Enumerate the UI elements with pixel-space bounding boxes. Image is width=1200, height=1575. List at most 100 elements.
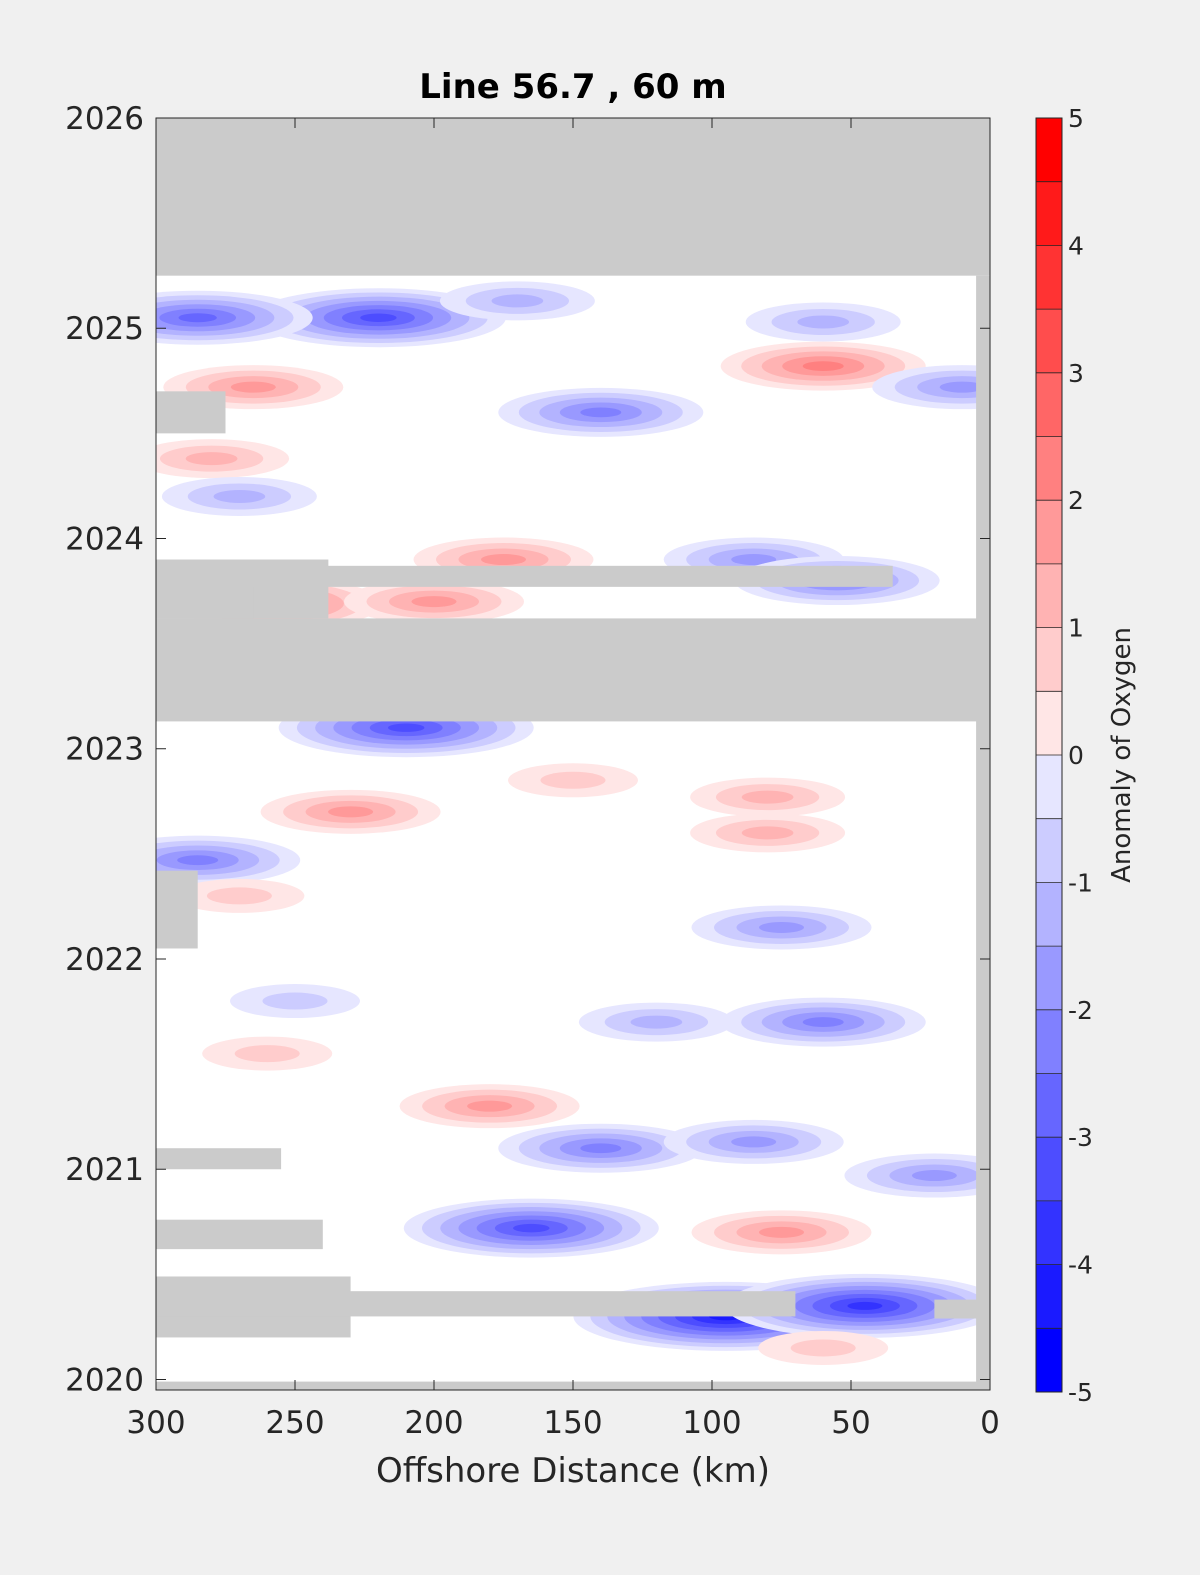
x-tick-label: 50 (831, 1405, 870, 1441)
colorbar-tick-label: 5 (1068, 104, 1084, 133)
colorbar-segment (1036, 1328, 1062, 1393)
anomaly-blob (156, 290, 313, 345)
anomaly-contour (630, 1015, 683, 1029)
anomaly-contour (262, 992, 328, 1010)
anomaly-contour (387, 723, 425, 732)
x-tick-label: 150 (543, 1405, 602, 1441)
colorbar-segment (1036, 1200, 1062, 1266)
x-axis: 300 250 200 150 100 50 0 (126, 118, 1000, 1441)
anomaly-contour (185, 452, 238, 466)
colorbar: 5 4 3 2 1 0 -1 -2 -3 -4 -5 (1035, 104, 1093, 1407)
missing-data-region (156, 1148, 282, 1170)
y-tick-label: 2020 (65, 1362, 144, 1398)
anomaly-contour (230, 381, 276, 393)
anomaly-contour (177, 855, 219, 866)
anomaly-contour (731, 554, 777, 566)
anomaly-contour (206, 887, 272, 905)
y-tick-label: 2023 (65, 732, 144, 768)
colorbar-segment (1036, 627, 1062, 692)
anomaly-blob (498, 387, 704, 437)
colorbar-segment (1036, 309, 1062, 374)
anomaly-contour (234, 1045, 300, 1063)
colorbar-tick-label: 2 (1068, 486, 1084, 515)
anomaly-contour (759, 921, 804, 933)
anomaly-blob (720, 341, 926, 391)
missing-data-region (156, 565, 893, 587)
missing-data-region (156, 870, 198, 949)
chart-title: Line 56.7 , 60 m (419, 67, 726, 107)
anomaly-contour (797, 315, 850, 329)
anomaly-blob (230, 984, 360, 1019)
anomaly-contour (847, 1301, 883, 1310)
x-tick-label: 300 (126, 1405, 185, 1441)
colorbar-segment (1036, 1137, 1062, 1202)
anomaly-blob (344, 579, 524, 624)
anomaly-contour (939, 381, 985, 393)
colorbar-tick-label: 3 (1068, 359, 1084, 388)
anomaly-blob (260, 789, 441, 834)
missing-data-field (156, 118, 990, 1390)
colorbar-tick-label: -4 (1068, 1251, 1093, 1280)
x-tick-label: 200 (404, 1405, 463, 1441)
colorbar-segment (1036, 118, 1062, 183)
colorbar-segment (1036, 181, 1062, 246)
anomaly-contour (731, 1136, 777, 1148)
colorbar-tick-label: -1 (1068, 868, 1093, 897)
anomaly-blob (498, 1123, 704, 1173)
plot-area: 300 250 200 150 100 50 0 202020212022202320242… (65, 101, 1000, 1441)
anomaly-contour (411, 596, 457, 608)
missing-data-region (156, 1219, 323, 1250)
colorbar-segment (1036, 372, 1062, 437)
anomaly-contour (911, 1170, 957, 1182)
missing-data-region (934, 1299, 990, 1319)
colorbar-label: Anomaly of Oxygen (1107, 627, 1137, 883)
x-tick-label: 100 (682, 1405, 741, 1441)
anomaly-blob (720, 997, 926, 1047)
colorbar-segment (1036, 1009, 1062, 1074)
anomaly-blob (872, 365, 990, 410)
anomaly-blob (663, 1119, 844, 1164)
colorbar-frame (1035, 117, 1063, 1393)
anomaly-blob (745, 302, 901, 342)
y-tick-label: 2024 (65, 521, 144, 557)
anomaly-blob (578, 1002, 734, 1042)
anomaly-contour (328, 806, 374, 818)
colorbar-tick-label: 1 (1068, 614, 1084, 643)
anomaly-contour (540, 771, 606, 789)
colorbar-segment (1036, 245, 1062, 310)
anomaly-blob (690, 813, 846, 853)
y-tick-label: 2026 (65, 101, 144, 137)
colorbar-segment (1036, 500, 1062, 565)
anomaly-contour (802, 361, 844, 371)
anomaly-contour (360, 313, 397, 322)
anomaly-contour (513, 1223, 550, 1233)
y-axis: 2020 2021 2022 2023 2024 2025 2026 (65, 101, 990, 1398)
anomaly-contour (759, 1226, 804, 1238)
anomaly-blob (403, 1198, 659, 1258)
anomaly-contour (213, 489, 266, 503)
colorbar-segment (1036, 563, 1062, 629)
anomaly-blob (250, 288, 506, 348)
y-tick-label: 2022 (65, 942, 144, 978)
colorbar-segment (1036, 882, 1062, 947)
missing-data-region (156, 1291, 796, 1317)
anomaly-blob (439, 281, 595, 321)
colorbar-tick-label: 4 (1068, 231, 1084, 260)
missing-data-region (156, 586, 254, 619)
anomaly-blob (156, 835, 301, 885)
anomaly-blob (399, 1084, 580, 1129)
colorbar-segment (1036, 691, 1062, 756)
anomaly-contour (467, 1100, 513, 1112)
anomaly-contour (741, 826, 794, 840)
colorbar-tick-label: -2 (1068, 996, 1093, 1025)
anomaly-blob (758, 1330, 889, 1365)
missing-data-region (156, 118, 990, 276)
colorbar-segment (1036, 1073, 1062, 1138)
missing-data-region (156, 391, 226, 434)
colorbar-segment (1036, 818, 1062, 883)
x-axis-label: Offshore Distance (km) (376, 1451, 770, 1491)
y-tick-label: 2025 (65, 311, 144, 347)
anomaly-blob (844, 1153, 990, 1198)
anomaly-contour (580, 407, 622, 418)
